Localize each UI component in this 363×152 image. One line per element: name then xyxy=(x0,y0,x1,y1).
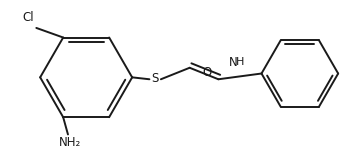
Text: O: O xyxy=(202,66,211,79)
Text: S: S xyxy=(151,72,159,85)
Text: N: N xyxy=(229,56,238,69)
Text: H: H xyxy=(236,57,244,67)
Text: NH₂: NH₂ xyxy=(59,136,81,149)
Text: Cl: Cl xyxy=(23,11,34,24)
